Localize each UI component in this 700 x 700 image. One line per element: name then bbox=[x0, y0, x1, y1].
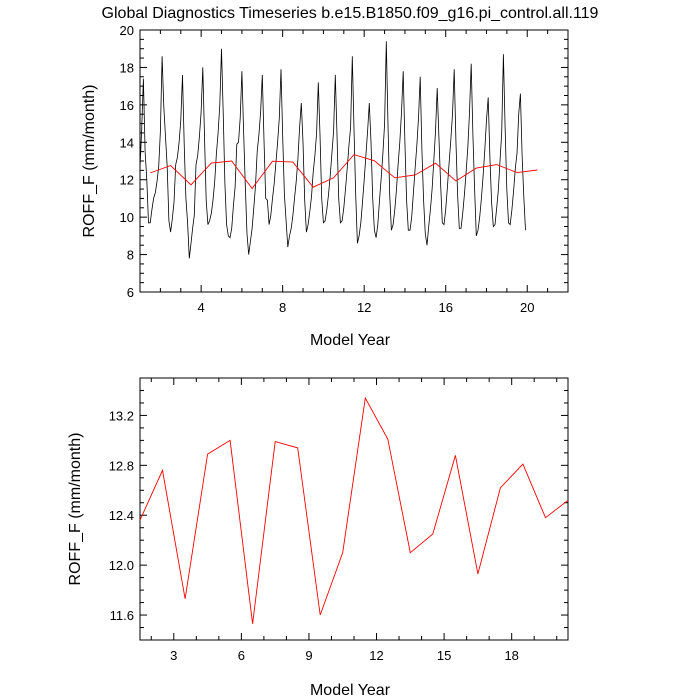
y-tick-label: 18 bbox=[120, 60, 134, 75]
annual-series-line bbox=[150, 154, 538, 190]
y-tick-label: 12.8 bbox=[109, 458, 134, 473]
y-ticks-bottom: 11.6 12.0 12.4 12.8 13.2 bbox=[109, 377, 568, 641]
y-tick-label: 10 bbox=[120, 210, 134, 225]
monthly-series-line bbox=[139, 41, 526, 259]
x-tick-label: 20 bbox=[520, 300, 534, 315]
x-tick-label: 18 bbox=[504, 648, 518, 663]
y-axis-label-top: ROFF_F (mm/month) bbox=[81, 85, 98, 238]
y-tick-label: 20 bbox=[120, 23, 134, 38]
y-axis-label-bottom: ROFF_F (mm/month) bbox=[67, 433, 84, 586]
x-tick-label: 16 bbox=[438, 300, 452, 315]
x-ticks-bottom: 3 6 9 12 15 18 bbox=[150, 378, 558, 663]
y-tick-label: 16 bbox=[120, 98, 134, 113]
y-tick-label: 13.2 bbox=[109, 408, 134, 423]
series-bottom bbox=[139, 396, 569, 624]
x-tick-label: 9 bbox=[305, 648, 312, 663]
y-tick-label: 11.6 bbox=[110, 608, 134, 623]
x-tick-label: 12 bbox=[369, 648, 383, 663]
panel-bottom: 11.6 12.0 12.4 12.8 13.2 3 6 9 12 15 18 Model Yea… bbox=[67, 377, 569, 699]
plot-frame-bottom bbox=[139, 377, 569, 641]
y-ticks-top: 6 8 10 12 14 16 18 20 bbox=[120, 23, 568, 300]
annual-series-line bbox=[139, 396, 569, 624]
x-tick-label: 15 bbox=[437, 648, 451, 663]
x-axis-label-bottom: Model Year bbox=[310, 682, 391, 699]
panel-top: 6 8 10 12 14 16 18 20 4 8 12 16 20 Model Year ROFF_… bbox=[81, 23, 569, 349]
y-tick-label: 12.4 bbox=[109, 508, 134, 523]
x-tick-label: 6 bbox=[238, 648, 245, 663]
y-tick-label: 12 bbox=[120, 173, 134, 188]
x-tick-label: 3 bbox=[170, 648, 177, 663]
y-tick-label: 12.0 bbox=[109, 558, 134, 573]
x-ticks-top: 4 8 12 16 20 bbox=[139, 30, 569, 315]
x-tick-label: 8 bbox=[279, 300, 286, 315]
y-tick-label: 14 bbox=[120, 135, 134, 150]
chart-title: Global Diagnostics Timeseries b.e15.B185… bbox=[102, 5, 599, 22]
x-axis-label-top: Model Year bbox=[310, 332, 391, 349]
x-tick-label: 12 bbox=[357, 300, 371, 315]
y-tick-label: 8 bbox=[127, 248, 134, 263]
series-top bbox=[139, 41, 538, 259]
x-tick-label: 4 bbox=[198, 300, 205, 315]
y-tick-label: 6 bbox=[127, 285, 134, 300]
